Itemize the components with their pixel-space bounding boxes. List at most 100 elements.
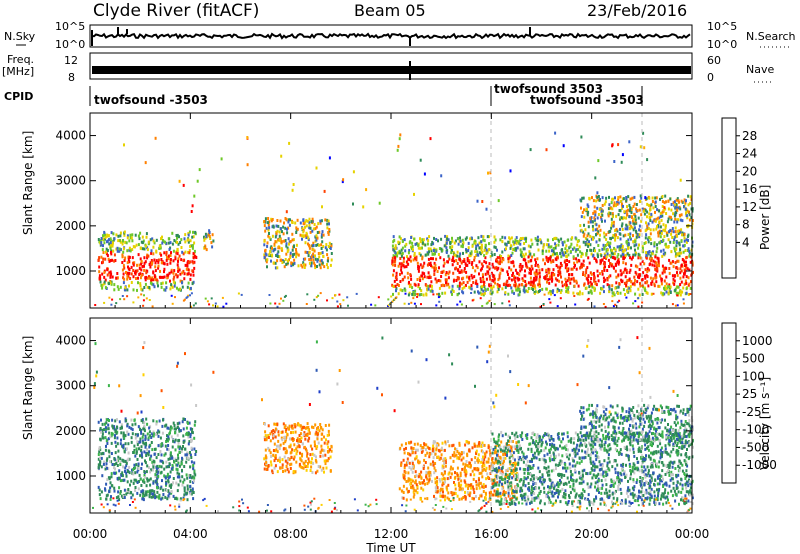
data-cell [659, 225, 662, 229]
data-cell [570, 277, 573, 281]
data-cell [180, 460, 183, 464]
data-cell [639, 256, 642, 260]
data-cell [311, 229, 314, 233]
data-cell [403, 238, 406, 242]
data-cell [328, 156, 331, 160]
data-cell [303, 266, 306, 269]
data-cell [146, 432, 149, 436]
data-cell [315, 238, 318, 242]
data-cell [678, 229, 681, 233]
data-cell [176, 458, 179, 462]
data-cell [124, 417, 127, 421]
data-cell [447, 282, 450, 286]
data-cell [423, 479, 425, 483]
data-cell [407, 471, 410, 475]
data-cell [488, 299, 491, 302]
data-cell [468, 259, 471, 263]
data-cell [593, 286, 596, 290]
data-cell [614, 229, 617, 233]
data-cell [142, 495, 144, 499]
data-cell [650, 214, 653, 218]
data-cell [281, 430, 284, 434]
data-cell [484, 287, 487, 291]
data-cell [675, 198, 678, 202]
data-cell [503, 459, 505, 463]
data-cell [616, 200, 619, 204]
data-cell [150, 468, 153, 472]
data-cell [458, 497, 461, 501]
data-cell [489, 171, 492, 175]
power-ylabel: Slant Range [km] [21, 131, 35, 235]
data-cell [304, 241, 307, 245]
data-cell [171, 302, 174, 305]
data-cell [263, 239, 266, 243]
data-cell [625, 196, 628, 199]
data-cell [594, 213, 597, 217]
data-cell [428, 455, 431, 459]
data-cell [190, 476, 193, 480]
data-cell [683, 272, 685, 276]
cpid-label: CPID [4, 90, 33, 103]
data-cell [267, 223, 270, 227]
data-cell [153, 274, 156, 278]
data-cell [169, 279, 171, 283]
data-cell [628, 215, 631, 219]
data-cell [643, 242, 646, 245]
data-cell [162, 488, 165, 492]
data-cell [621, 247, 624, 250]
data-cell [534, 264, 537, 267]
data-cell [423, 275, 426, 279]
data-cell [545, 255, 548, 259]
data-cell [683, 239, 686, 243]
data-cell [418, 293, 421, 297]
data-cell [284, 469, 287, 473]
data-cell [681, 219, 684, 223]
data-cell [473, 491, 476, 494]
data-cell [433, 269, 436, 273]
data-cell [414, 457, 417, 461]
data-cell [586, 207, 588, 211]
data-cell [549, 289, 552, 293]
data-cell [314, 227, 317, 231]
data-cell [639, 284, 642, 288]
data-cell [304, 426, 307, 430]
data-cell [404, 471, 407, 475]
data-cell [178, 429, 181, 433]
data-cell [175, 467, 178, 471]
data-cell [463, 469, 466, 473]
data-cell [131, 428, 134, 432]
data-cell [286, 227, 288, 231]
data-cell [328, 241, 331, 245]
data-cell [669, 197, 672, 201]
data-cell [668, 267, 671, 270]
data-cell [149, 434, 152, 438]
data-cell [204, 246, 207, 250]
data-cell [278, 444, 281, 448]
data-cell [123, 277, 126, 281]
data-cell [514, 461, 517, 465]
data-cell [315, 166, 318, 170]
data-cell [221, 296, 224, 299]
data-cell [678, 243, 681, 247]
data-cell [394, 246, 397, 250]
data-cell [633, 217, 636, 221]
data-cell [325, 248, 328, 252]
data-cell [556, 256, 559, 260]
data-cell [587, 256, 590, 260]
data-cell [140, 262, 143, 266]
data-cell [323, 459, 326, 463]
colorbar-tick-label: 16 [742, 182, 757, 196]
data-cell [667, 238, 670, 242]
data-cell [455, 447, 458, 451]
data-cell [136, 288, 138, 292]
colorbar-frame [721, 117, 737, 279]
data-cell [158, 494, 161, 498]
data-cell [139, 477, 142, 481]
data-cell [276, 422, 279, 426]
data-cell [479, 297, 482, 300]
data-cell [580, 262, 583, 266]
data-cell [469, 491, 472, 495]
data-cell [144, 278, 147, 282]
data-cell [170, 435, 173, 439]
data-cell [523, 258, 526, 262]
